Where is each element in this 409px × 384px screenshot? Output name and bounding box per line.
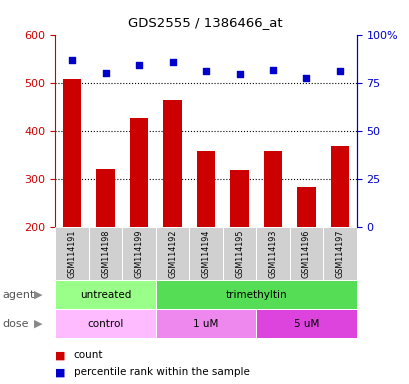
Point xyxy=(135,62,142,68)
Bar xyxy=(263,151,281,227)
FancyBboxPatch shape xyxy=(155,280,356,309)
Text: GSM114197: GSM114197 xyxy=(335,229,344,278)
FancyBboxPatch shape xyxy=(55,227,89,280)
Point xyxy=(169,59,175,65)
Text: ▶: ▶ xyxy=(34,290,42,300)
Text: GSM114191: GSM114191 xyxy=(67,229,76,278)
FancyBboxPatch shape xyxy=(155,227,189,280)
FancyBboxPatch shape xyxy=(122,227,155,280)
FancyBboxPatch shape xyxy=(322,227,356,280)
Text: agent: agent xyxy=(2,290,34,300)
Text: dose: dose xyxy=(2,318,29,329)
Text: trimethyltin: trimethyltin xyxy=(225,290,286,300)
Text: GDS2555 / 1386466_at: GDS2555 / 1386466_at xyxy=(127,16,282,29)
Text: ▶: ▶ xyxy=(34,318,42,329)
Text: GSM114192: GSM114192 xyxy=(168,229,177,278)
Text: control: control xyxy=(87,318,124,329)
Text: ■: ■ xyxy=(55,350,66,360)
Text: untreated: untreated xyxy=(80,290,131,300)
Text: GSM114193: GSM114193 xyxy=(268,229,277,278)
FancyBboxPatch shape xyxy=(155,309,256,338)
Point xyxy=(202,68,209,74)
Bar xyxy=(330,146,348,227)
Bar xyxy=(163,100,181,227)
Point xyxy=(236,71,242,78)
Text: 1 uM: 1 uM xyxy=(193,318,218,329)
FancyBboxPatch shape xyxy=(89,227,122,280)
FancyBboxPatch shape xyxy=(289,227,322,280)
Point xyxy=(302,75,309,81)
Text: 5 uM: 5 uM xyxy=(293,318,318,329)
FancyBboxPatch shape xyxy=(256,309,356,338)
Point xyxy=(102,70,109,76)
FancyBboxPatch shape xyxy=(55,309,155,338)
Bar xyxy=(230,170,248,227)
Bar xyxy=(297,187,315,227)
Text: GSM114195: GSM114195 xyxy=(234,229,243,278)
Point xyxy=(269,67,276,73)
Text: ■: ■ xyxy=(55,367,66,377)
Text: percentile rank within the sample: percentile rank within the sample xyxy=(74,367,249,377)
Text: count: count xyxy=(74,350,103,360)
Bar xyxy=(196,151,215,227)
FancyBboxPatch shape xyxy=(55,280,155,309)
FancyBboxPatch shape xyxy=(189,227,222,280)
Bar xyxy=(63,79,81,227)
Text: GSM114199: GSM114199 xyxy=(134,229,143,278)
Text: GSM114198: GSM114198 xyxy=(101,229,110,278)
Text: GSM114196: GSM114196 xyxy=(301,229,310,278)
Point xyxy=(336,68,342,74)
FancyBboxPatch shape xyxy=(222,227,256,280)
FancyBboxPatch shape xyxy=(256,227,289,280)
Bar xyxy=(130,118,148,227)
Point xyxy=(69,56,75,63)
Bar xyxy=(96,169,115,227)
Text: GSM114194: GSM114194 xyxy=(201,229,210,278)
